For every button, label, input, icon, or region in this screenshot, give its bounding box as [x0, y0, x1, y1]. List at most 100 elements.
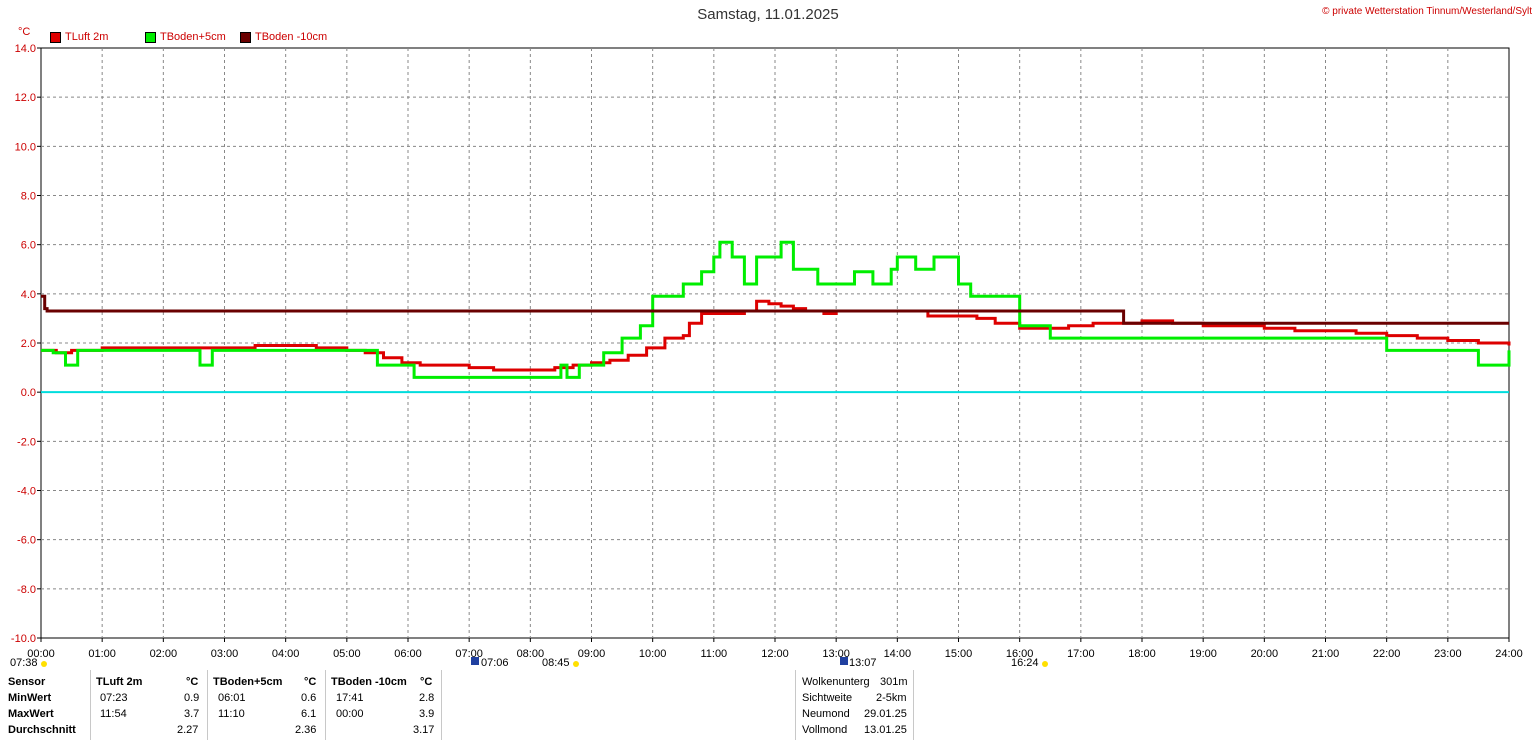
y-tick-label: 0.0 — [21, 387, 36, 399]
y-tick-label: 8.0 — [21, 191, 36, 203]
y-tick-label: -2.0 — [17, 436, 36, 448]
x-tick-label: 18:00 — [1128, 648, 1156, 660]
tluft-avg-value: 2.27 — [177, 724, 199, 736]
table-divider — [913, 670, 914, 740]
tboden5-avg-value: 2.36 — [295, 724, 317, 736]
y-tick-label: 2.0 — [21, 338, 36, 350]
tboden10-max-time: 00:00 — [336, 708, 364, 720]
table-divider — [441, 670, 442, 740]
tboden5-min-value: 0.6 — [301, 692, 317, 704]
x-tick-label: 15:00 — [945, 648, 973, 660]
tboden10-max-value: 3.9 — [419, 708, 435, 720]
legend-label: TBoden -10cm — [255, 31, 328, 43]
legend-label: TBoden+5cm — [160, 31, 226, 43]
weather-value-newmoon: 29.01.25 — [864, 708, 907, 720]
y-tick-label: -10.0 — [11, 633, 36, 645]
legend-swatch-icon — [240, 31, 251, 43]
x-tick-label: 04:00 — [272, 648, 300, 660]
weather-label-visibility: Sichtweite — [802, 692, 853, 704]
x-tick-label: 17:00 — [1067, 648, 1095, 660]
sunrise-icon — [573, 661, 579, 667]
series-line-2 — [41, 240, 1511, 379]
x-tick-label: 23:00 — [1434, 648, 1462, 660]
tboden10-min-value: 2.8 — [419, 692, 435, 704]
x-tick-label: 03:00 — [211, 648, 239, 660]
tluft-min-value: 0.9 — [184, 692, 200, 704]
y-tick-label: 6.0 — [21, 240, 36, 252]
row-label-avg: Durchschnitt — [8, 724, 76, 736]
table-divider — [795, 670, 796, 740]
x-tick-label: 01:00 — [88, 648, 116, 660]
tboden5-header: TBoden+5cm — [213, 676, 283, 688]
x-tick-label: 05:00 — [333, 648, 361, 660]
legend-item-tboden10: TBoden -10cm — [240, 31, 327, 43]
y-tick-label: -6.0 — [17, 535, 36, 547]
legend-item-tboden5: TBoden+5cm — [145, 31, 226, 43]
left-time-label: 07:38 — [10, 657, 38, 669]
tboden5-max-value: 6.1 — [301, 708, 317, 720]
x-tick-label: 10:00 — [639, 648, 667, 660]
legend-label: TLuft 2m — [65, 31, 109, 43]
sunset-label: 16:24 — [1011, 657, 1039, 669]
x-tick-label: 06:00 — [394, 648, 422, 660]
x-tick-label: 16:00 — [1006, 648, 1034, 660]
moonset-label: 13:07 — [849, 657, 877, 669]
y-tick-label: 12.0 — [15, 92, 36, 104]
x-tick-label: 14:00 — [884, 648, 912, 660]
tboden10-unit: °C — [420, 676, 433, 688]
row-label-min: MinWert — [8, 692, 52, 704]
moonset-icon — [840, 657, 848, 665]
x-tick-label: 11:00 — [700, 648, 727, 660]
series-line-3 — [41, 294, 1509, 325]
tluft-max-time: 11:54 — [100, 708, 127, 720]
row-label-sensor: Sensor — [8, 676, 46, 688]
x-tick-label: 12:00 — [761, 648, 789, 660]
x-tick-label: 09:00 — [578, 648, 606, 660]
y-axis-unit: °C — [18, 26, 31, 38]
tluft-unit: °C — [186, 676, 199, 688]
y-tick-label: -4.0 — [17, 486, 36, 498]
sunrise-label: 08:45 — [542, 657, 570, 669]
y-tick-label: 10.0 — [15, 141, 36, 153]
table-divider — [90, 670, 91, 740]
x-tick-label: 19:00 — [1189, 648, 1217, 660]
tluft-min-time: 07:23 — [100, 692, 128, 704]
y-tick-label: 4.0 — [21, 289, 36, 301]
tboden10-min-time: 17:41 — [336, 692, 364, 704]
tboden10-header: TBoden -10cm — [331, 676, 407, 688]
weather-value-visibility: 2-5km — [876, 692, 907, 704]
x-tick-label: 02:00 — [150, 648, 178, 660]
page-title: Samstag, 11.01.2025 — [697, 6, 839, 23]
legend-swatch-icon — [50, 31, 61, 43]
sun-icon — [41, 661, 47, 667]
sunset-icon — [1042, 661, 1048, 667]
weather-value-clouds: 301m — [880, 676, 908, 688]
x-tick-label: 22:00 — [1373, 648, 1401, 660]
weather-label-fullmoon: Vollmond — [802, 724, 848, 736]
tboden5-unit: °C — [304, 676, 317, 688]
x-tick-label: 21:00 — [1312, 648, 1340, 660]
x-tick-label: 24:00 — [1495, 648, 1523, 660]
y-tick-label: -8.0 — [17, 584, 36, 596]
moonrise-icon — [471, 657, 479, 665]
weather-label-newmoon: Neumond — [802, 708, 850, 720]
tluft-max-value: 3.7 — [184, 708, 200, 720]
tboden5-min-time: 06:01 — [218, 692, 246, 704]
table-divider — [207, 670, 208, 740]
x-tick-label: 00:00 — [27, 648, 55, 660]
moonrise-label: 07:06 — [481, 657, 509, 669]
tluft-header: TLuft 2m — [96, 676, 143, 688]
y-tick-label: 14.0 — [15, 43, 36, 55]
tboden5-max-time: 11:10 — [218, 708, 245, 720]
weather-label-clouds: Wolkenunterg — [802, 676, 870, 688]
legend-swatch-icon — [145, 31, 156, 43]
copyright-text: © private Wetterstation Tinnum/Westerlan… — [1322, 6, 1532, 17]
legend-item-tluft: TLuft 2m — [50, 31, 108, 43]
x-tick-label: 20:00 — [1251, 648, 1279, 660]
tboden10-avg-value: 3.17 — [413, 724, 435, 736]
row-label-max: MaxWert — [8, 708, 54, 720]
x-tick-label: 08:00 — [517, 648, 545, 660]
weather-value-fullmoon: 13.01.25 — [864, 724, 907, 736]
table-divider — [325, 670, 326, 740]
